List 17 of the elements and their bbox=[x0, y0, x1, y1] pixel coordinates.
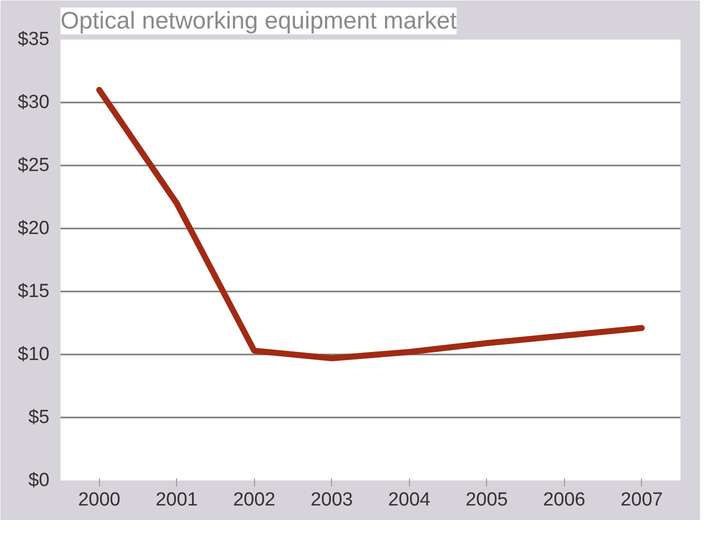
y-tick-label: $20 bbox=[18, 218, 50, 239]
y-tick-label: $10 bbox=[18, 344, 50, 365]
x-tick-label: 2000 bbox=[78, 490, 120, 510]
x-tick-label: 2001 bbox=[156, 490, 198, 510]
x-tick-label: 2004 bbox=[388, 490, 431, 510]
chart-title: Optical networking equipment market bbox=[60, 8, 458, 34]
y-tick-label: $0 bbox=[28, 470, 50, 491]
x-tick-label: 2005 bbox=[466, 490, 508, 510]
x-tick-label: 2006 bbox=[543, 490, 586, 510]
y-tick-label: $25 bbox=[18, 155, 50, 176]
x-tick-label: 2007 bbox=[620, 490, 663, 510]
x-tick-label: 2002 bbox=[233, 490, 276, 510]
x-tick-label: 2003 bbox=[310, 490, 353, 510]
y-tick-label: $35 bbox=[18, 29, 50, 50]
y-tick-label: $15 bbox=[18, 281, 50, 302]
y-tick-label: $30 bbox=[18, 92, 50, 113]
y-tick-label: $5 bbox=[28, 407, 50, 428]
